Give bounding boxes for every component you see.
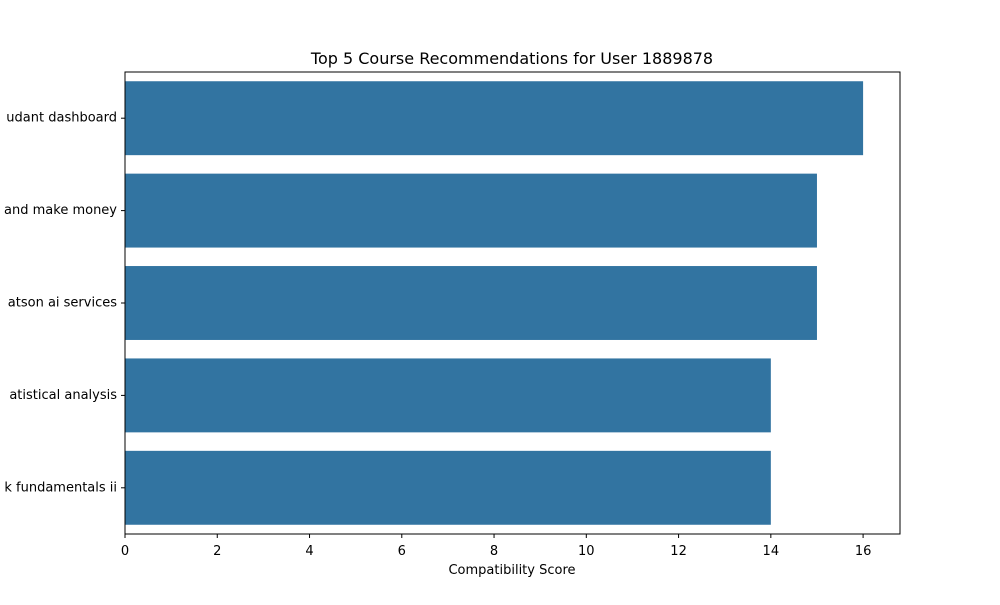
y-tick-label: atson ai services (8, 296, 117, 311)
x-tick-label: 14 (763, 544, 780, 559)
y-tick-label: and make money (4, 203, 117, 218)
x-tick-label: 16 (855, 544, 872, 559)
x-tick-label: 0 (121, 544, 129, 559)
y-tick-label: atistical analysis (9, 388, 117, 403)
x-tick-label: 2 (213, 544, 221, 559)
ticks-layer: udant dashboard and make money atson ai se… (4, 111, 871, 559)
bar (125, 173, 817, 248)
y-tick-label: k fundamentals ii (4, 480, 117, 495)
bar (125, 81, 864, 156)
y-tick-label: udant dashboard (6, 111, 117, 126)
x-axis-label: Compatibility Score (448, 563, 575, 578)
bar (125, 266, 817, 340)
bar (125, 450, 771, 525)
bars-layer (125, 81, 864, 525)
chart-title: Top 5 Course Recommendations for User 18… (310, 49, 713, 68)
x-tick-label: 10 (578, 544, 595, 559)
x-tick-label: 8 (490, 544, 498, 559)
x-tick-label: 6 (398, 544, 406, 559)
x-tick-label: 4 (305, 544, 313, 559)
bar (125, 358, 771, 433)
x-tick-label: 12 (670, 544, 687, 559)
